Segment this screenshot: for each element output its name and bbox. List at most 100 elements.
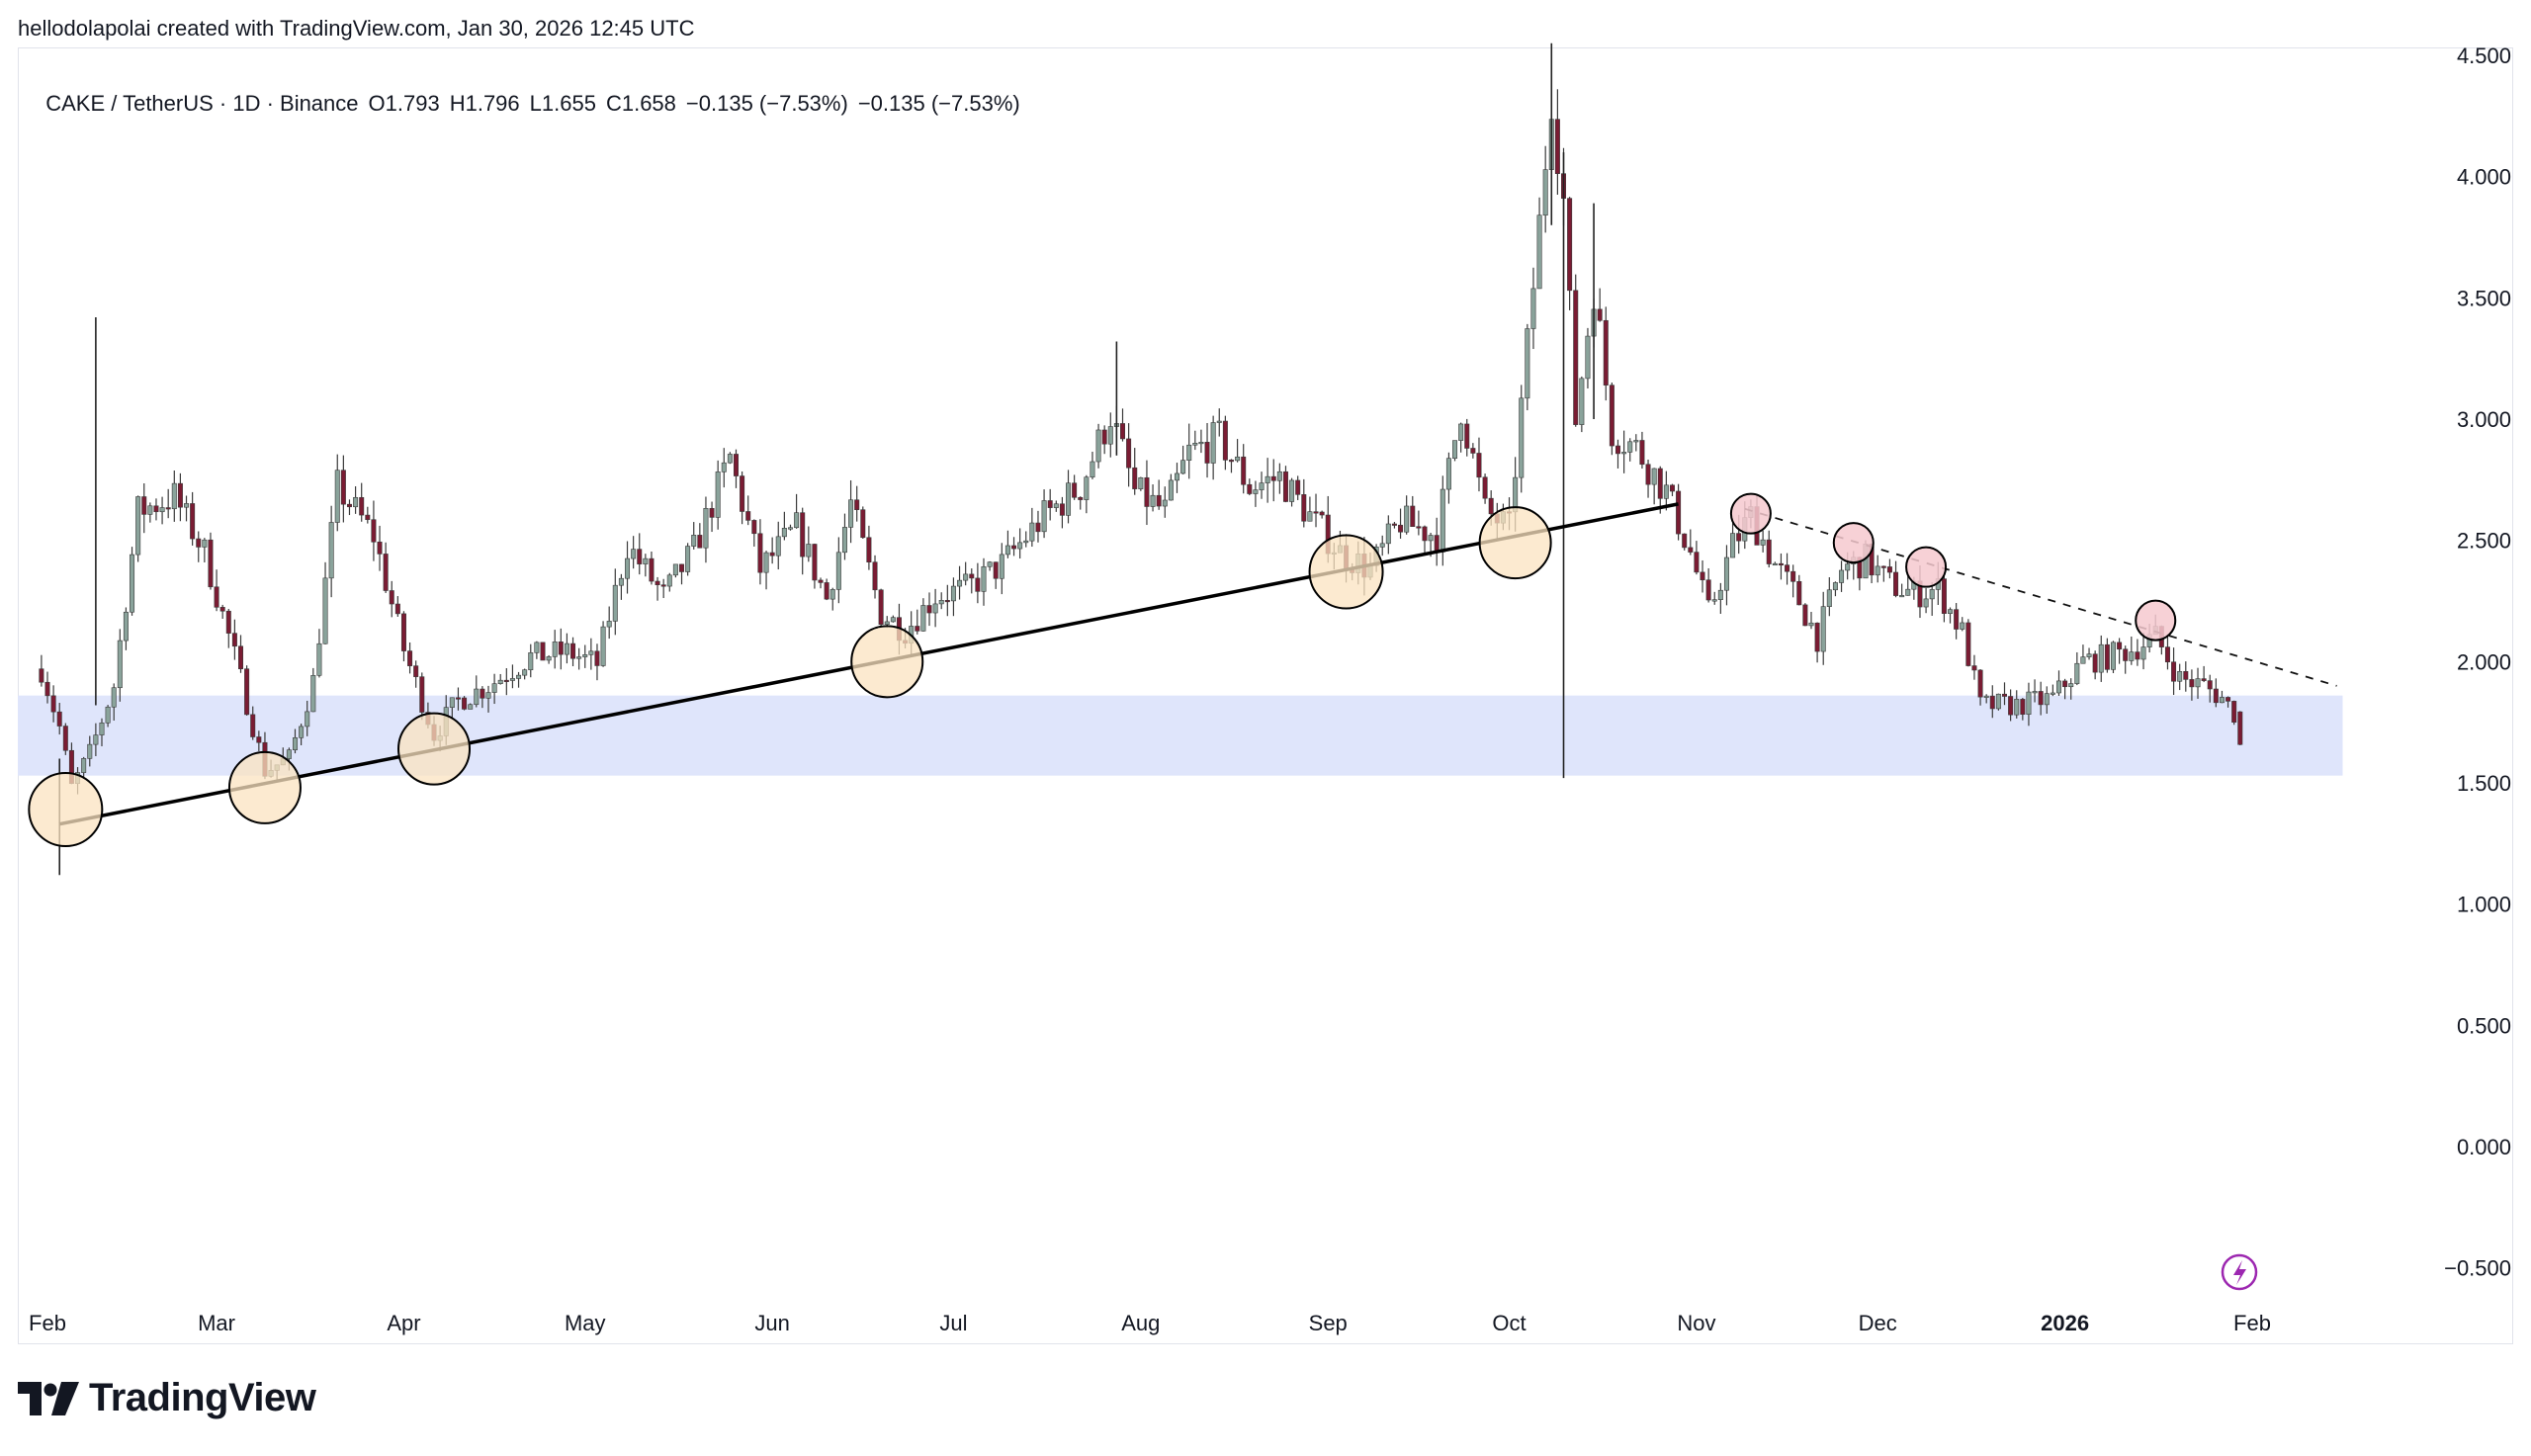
candle-down xyxy=(1222,420,1228,461)
candle-down xyxy=(371,519,377,543)
candle-down xyxy=(238,645,244,669)
legend-change-2: −0.135 (−7.53%) xyxy=(857,91,1020,116)
candle-down xyxy=(975,577,981,592)
symbol-legend[interactable]: CAKE / TetherUS · 1D · Binance O1.793 H1.7… xyxy=(34,65,1030,117)
candle-down xyxy=(866,537,872,562)
candle-up xyxy=(703,508,709,549)
candle-up xyxy=(1289,479,1295,502)
resistance-touch-marker[interactable] xyxy=(2135,599,2177,642)
lightning-alert-icon[interactable] xyxy=(2221,1253,2258,1291)
candle-down xyxy=(709,508,715,518)
candle-up xyxy=(534,642,540,653)
candle-up xyxy=(691,535,697,547)
y-axis-tick-label: −0.500 xyxy=(2444,1256,2511,1281)
support-touch-marker[interactable] xyxy=(28,771,104,847)
candle-up xyxy=(625,557,631,579)
candle-down xyxy=(769,552,775,557)
candle-up xyxy=(987,561,993,567)
candle-up xyxy=(87,743,93,759)
candle-up xyxy=(468,704,474,710)
candle-up xyxy=(1445,458,1451,490)
candle-down xyxy=(878,589,884,625)
candle-down xyxy=(1785,564,1790,572)
candle-up xyxy=(1053,503,1059,508)
x-axis-tick-label: Dec xyxy=(1859,1311,1897,1335)
candle-up xyxy=(1808,622,1814,627)
candle-down xyxy=(2123,648,2129,661)
candle-up xyxy=(1730,533,1736,558)
candle-up xyxy=(286,749,292,759)
candle-up xyxy=(981,565,987,592)
candle-down xyxy=(208,539,214,588)
candle-up xyxy=(516,674,522,679)
candle-down xyxy=(480,688,485,699)
resistance-touch-marker[interactable] xyxy=(1729,492,1772,535)
y-axis-tick-label: 1.000 xyxy=(2457,893,2511,917)
candle-down xyxy=(1705,579,1711,601)
candle-up xyxy=(582,654,588,657)
candle-down xyxy=(1482,476,1488,499)
candle-down xyxy=(2062,680,2068,688)
candle-up xyxy=(806,544,812,557)
candle-down xyxy=(655,580,660,585)
candle-up xyxy=(316,642,322,676)
x-axis-tick-label: Nov xyxy=(1677,1311,1715,1335)
candle-up xyxy=(1379,543,1385,548)
candle-down xyxy=(1416,526,1422,529)
candle-up xyxy=(1440,488,1445,553)
candle-down xyxy=(1132,467,1138,489)
candle-up xyxy=(202,539,208,548)
candle-down xyxy=(383,554,389,591)
candle-up xyxy=(99,723,105,735)
candle-up xyxy=(1004,545,1010,556)
candle-down xyxy=(2237,711,2243,745)
candle-down xyxy=(503,679,509,682)
candle-down xyxy=(540,642,546,661)
candle-down xyxy=(1941,578,1947,614)
tradingview-brand[interactable]: TradingView xyxy=(18,1376,316,1420)
candle-up xyxy=(147,505,153,515)
candle-up xyxy=(618,577,624,586)
candle-down xyxy=(196,538,202,548)
legend-symbol[interactable]: CAKE / TetherUS · 1D · Binance xyxy=(45,91,359,116)
candle-down xyxy=(359,496,365,516)
candle-down xyxy=(1802,604,1808,627)
candle-down xyxy=(244,668,250,716)
candle-up xyxy=(353,496,359,508)
support-touch-marker[interactable] xyxy=(397,712,472,786)
candle-down xyxy=(2002,693,2008,697)
candle-up xyxy=(2044,693,2050,706)
support-touch-marker[interactable] xyxy=(1308,534,1384,610)
candle-down xyxy=(1736,533,1742,542)
resistance-touch-marker[interactable] xyxy=(1905,546,1948,588)
support-touch-marker[interactable] xyxy=(227,750,302,824)
candle-up xyxy=(292,737,298,750)
candle-up xyxy=(1717,589,1723,600)
candle-down xyxy=(1639,440,1645,466)
candle-up xyxy=(2140,646,2146,660)
candle-down xyxy=(1886,566,1892,573)
candle-down xyxy=(993,561,999,579)
candle-down xyxy=(1488,497,1494,515)
candle-down xyxy=(50,695,56,713)
resistance-trendline[interactable] xyxy=(1744,507,2337,687)
candle-up xyxy=(2098,643,2104,673)
support-touch-marker[interactable] xyxy=(850,625,924,699)
candle-up xyxy=(2177,670,2183,682)
candle-up xyxy=(2074,662,2080,684)
resistance-touch-marker[interactable] xyxy=(1832,522,1875,564)
candle-down xyxy=(1954,609,1960,630)
candle-up xyxy=(485,692,491,699)
candle-down xyxy=(177,482,183,508)
candle-down xyxy=(2231,701,2237,723)
candle-down xyxy=(250,714,256,737)
candle-up xyxy=(2195,678,2201,688)
candle-up xyxy=(171,482,177,510)
candle-up xyxy=(963,573,969,581)
x-axis-tick-label: Aug xyxy=(1121,1311,1160,1335)
candle-down xyxy=(2020,699,2026,715)
candle-down xyxy=(1609,385,1615,447)
support-touch-marker[interactable] xyxy=(1478,506,1552,580)
candle-up xyxy=(1875,565,1880,576)
